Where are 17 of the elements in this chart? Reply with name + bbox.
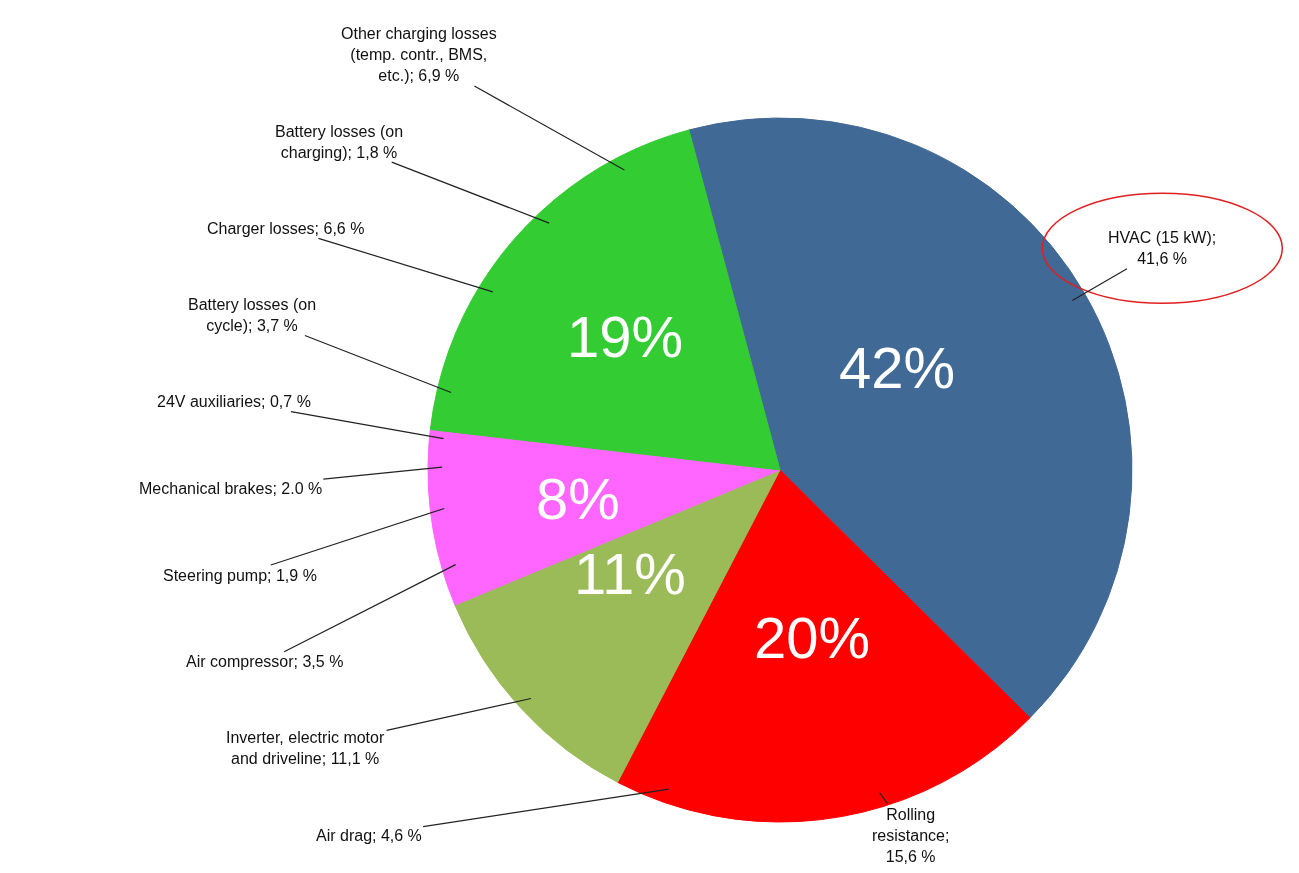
slice-label: Steering pump; 1,9 %: [163, 567, 317, 584]
text: 19%: [567, 304, 684, 369]
slice-label: Mechanical brakes; 2.0 %: [139, 480, 323, 497]
slice-label: HVAC (15 kW); 41,6 %: [1108, 229, 1217, 267]
slice-label: Inverter, electric motor and driveline; 11,1 %: [226, 729, 385, 767]
slice-label: 24V auxiliaries; 0,7 %: [157, 393, 311, 410]
text: 8%: [536, 466, 620, 531]
slice-label: Battery losses (on cycle); 3,7 %: [188, 296, 317, 334]
slice-label: Charger losses; 6,6 %: [207, 220, 365, 237]
slice-label: Other charging losses (temp. contr., BMS, etc.); 6,9 %: [341, 25, 497, 84]
slice-label: Air compressor; 3,5 %: [186, 653, 344, 670]
text: 20%: [754, 605, 871, 670]
slice-label: Rolling resistance; 15,6 %: [872, 806, 950, 865]
slice-label: Air drag; 4,6 %: [316, 827, 422, 844]
text: 11%: [574, 541, 686, 606]
slice-label: Battery losses (on charging); 1,8 %: [275, 123, 404, 161]
text: 42%: [839, 335, 956, 400]
